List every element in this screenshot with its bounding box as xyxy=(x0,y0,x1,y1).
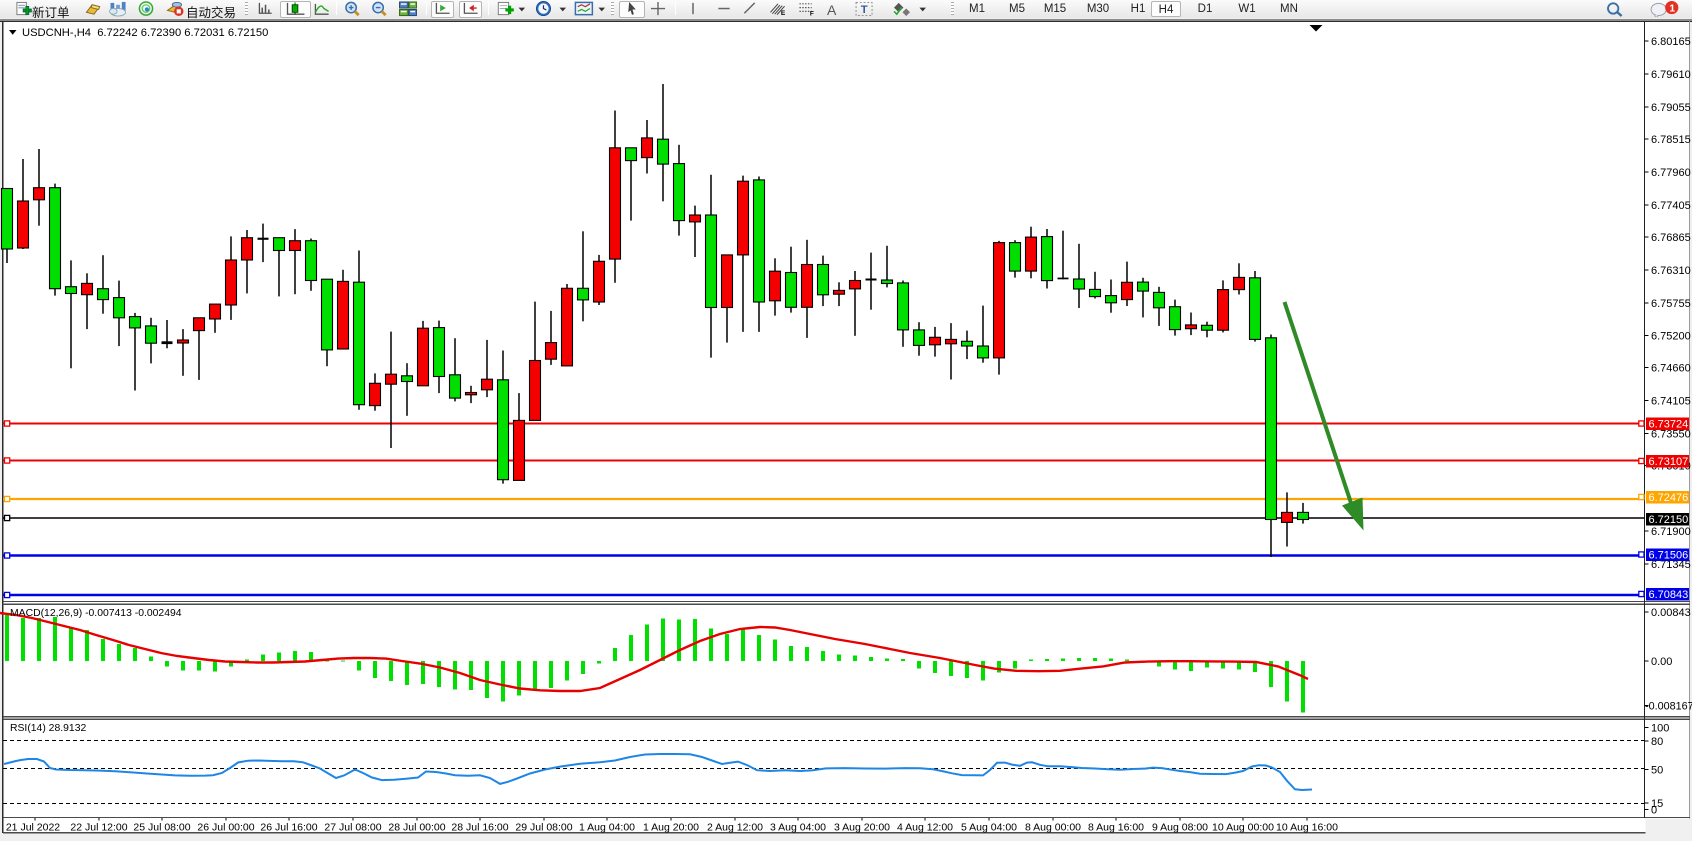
svg-text:28 Jul 16:00: 28 Jul 16:00 xyxy=(451,822,508,834)
svg-text:25 Jul 08:00: 25 Jul 08:00 xyxy=(133,822,190,834)
svg-text:8 Aug 16:00: 8 Aug 16:00 xyxy=(1088,822,1144,834)
svg-text:6.76310: 6.76310 xyxy=(1651,265,1691,277)
svg-text:E: E xyxy=(781,10,786,17)
svg-text:10 Aug 00:00: 10 Aug 00:00 xyxy=(1212,822,1274,834)
svg-text:50: 50 xyxy=(1651,765,1663,777)
svg-text:F: F xyxy=(810,11,814,17)
svg-text:6.72150: 6.72150 xyxy=(1649,514,1689,526)
svg-text:6.77960: 6.77960 xyxy=(1651,167,1691,179)
svg-text:15: 15 xyxy=(1651,798,1663,810)
svg-text:100: 100 xyxy=(1651,723,1669,735)
svg-text:9 Aug 08:00: 9 Aug 08:00 xyxy=(1152,822,1208,834)
svg-text:6.74105: 6.74105 xyxy=(1651,396,1691,408)
svg-text:2 Aug 12:00: 2 Aug 12:00 xyxy=(707,822,763,834)
svg-text:-0.008167: -0.008167 xyxy=(1645,701,1692,713)
svg-text:0.00: 0.00 xyxy=(1651,656,1672,668)
svg-text:26 Jul 00:00: 26 Jul 00:00 xyxy=(197,822,254,834)
svg-text:1 Aug 04:00: 1 Aug 04:00 xyxy=(579,822,635,834)
svg-text:0: 0 xyxy=(1651,805,1657,817)
svg-text:6.70843: 6.70843 xyxy=(1649,589,1689,601)
svg-text:0.00843: 0.00843 xyxy=(1651,607,1691,619)
svg-text:MACD(12,26,9) -0.007413 -0.002: MACD(12,26,9) -0.007413 -0.002494 xyxy=(10,608,182,619)
svg-text:6.71900: 6.71900 xyxy=(1651,526,1691,538)
svg-text:6.72476: 6.72476 xyxy=(1649,492,1689,504)
svg-text:6.75200: 6.75200 xyxy=(1651,331,1691,343)
svg-text:22 Jul 12:00: 22 Jul 12:00 xyxy=(70,822,127,834)
svg-text:3 Aug 04:00: 3 Aug 04:00 xyxy=(770,822,826,834)
svg-text:6.79610: 6.79610 xyxy=(1651,69,1691,81)
svg-text:4 Aug 12:00: 4 Aug 12:00 xyxy=(897,822,953,834)
svg-text:6.75755: 6.75755 xyxy=(1651,298,1691,310)
svg-text:27 Jul 08:00: 27 Jul 08:00 xyxy=(324,822,381,834)
svg-text:RSI(14) 28.9132: RSI(14) 28.9132 xyxy=(10,723,86,734)
svg-text:26 Jul 16:00: 26 Jul 16:00 xyxy=(260,822,317,834)
svg-text:6.73550: 6.73550 xyxy=(1651,429,1691,441)
svg-text:3 Aug 20:00: 3 Aug 20:00 xyxy=(834,822,890,834)
svg-text:6.73724: 6.73724 xyxy=(1649,419,1689,431)
svg-text:6.79055: 6.79055 xyxy=(1651,102,1691,114)
svg-text:6.73107: 6.73107 xyxy=(1649,456,1689,468)
svg-text:8 Aug 00:00: 8 Aug 00:00 xyxy=(1025,822,1081,834)
svg-text:6.76865: 6.76865 xyxy=(1651,232,1691,244)
svg-text:10 Aug 16:00: 10 Aug 16:00 xyxy=(1276,822,1338,834)
svg-text:6.78515: 6.78515 xyxy=(1651,134,1691,146)
svg-text:28 Jul 00:00: 28 Jul 00:00 xyxy=(388,822,445,834)
svg-text:5 Aug 04:00: 5 Aug 04:00 xyxy=(961,822,1017,834)
svg-text:80: 80 xyxy=(1651,736,1663,748)
svg-text:T: T xyxy=(861,4,868,16)
svg-text:USDCNH-,H4 6.72242 6.72390 6.: USDCNH-,H4 6.72242 6.72390 6.72031 6.721… xyxy=(22,27,268,39)
svg-text:1: 1 xyxy=(1669,3,1675,14)
svg-text:6.80165: 6.80165 xyxy=(1651,36,1691,48)
svg-text:21 Jul 2022: 21 Jul 2022 xyxy=(6,822,60,834)
svg-text:6.74660: 6.74660 xyxy=(1651,363,1691,375)
svg-text:29 Jul 08:00: 29 Jul 08:00 xyxy=(515,822,572,834)
svg-text:6.77405: 6.77405 xyxy=(1651,200,1691,212)
svg-text:6.71345: 6.71345 xyxy=(1651,559,1691,571)
svg-text:6.71506: 6.71506 xyxy=(1649,550,1689,562)
svg-text:1 Aug 20:00: 1 Aug 20:00 xyxy=(643,822,699,834)
